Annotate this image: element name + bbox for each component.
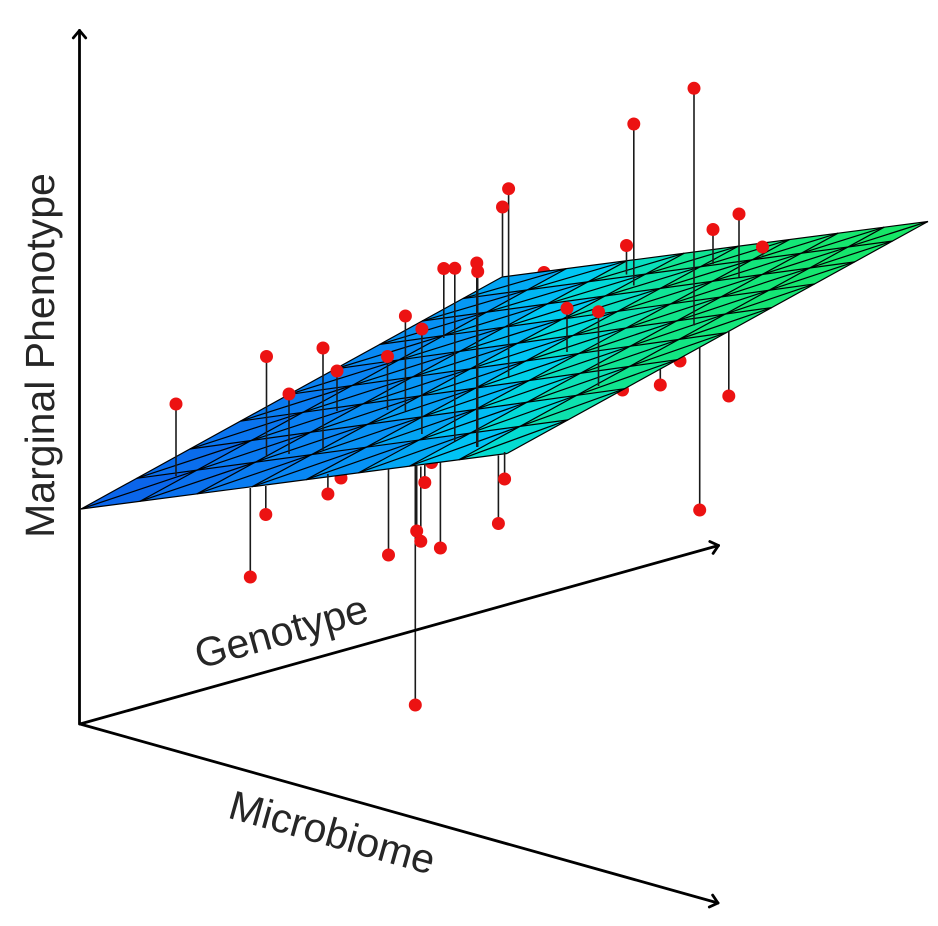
svg-text:Marginal Phenotype: Marginal Phenotype	[17, 173, 63, 538]
